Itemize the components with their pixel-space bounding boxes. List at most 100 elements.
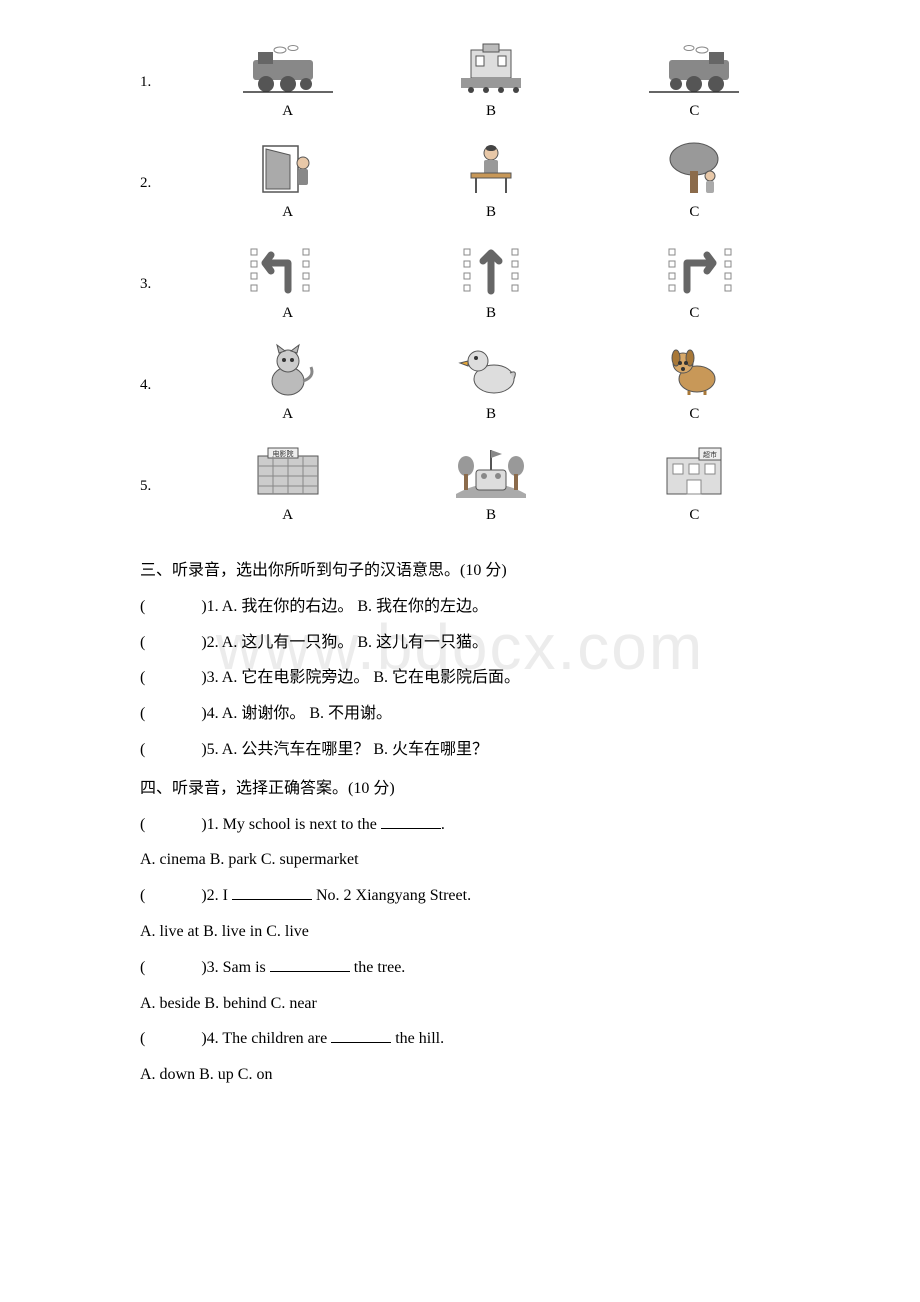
q-num: 2. [207,887,219,904]
q-num: 4. [207,705,219,722]
train-left-icon [238,40,338,96]
q-num: 1. [207,816,219,833]
option-label: C [689,199,699,226]
q-num: 3. [207,959,219,976]
cell-2a: A [202,141,373,226]
option-b: B. 不用谢。 [309,705,392,722]
q-num: 5. [207,741,219,758]
row-number: 1. [140,69,170,96]
option-label: B [486,401,496,428]
q4-2-options: A. live at B. live in C. live [140,918,780,947]
cell-1a: A [202,40,373,125]
stem-pre: Sam is [223,959,270,976]
option-a: A. 这儿有一只狗。 [222,634,354,651]
row-number: 4. [140,372,170,399]
cell-2b: B [405,141,576,226]
svg-text:超市: 超市 [703,450,717,459]
option-a: A. 公共汽车在哪里？ [222,741,370,758]
q4-3-stem: ()3. Sam is the tree. [140,954,780,983]
paren-open: ( [140,669,145,686]
train-station-icon [441,40,541,96]
boy-desk-icon [441,141,541,197]
option-a: A. 它在电影院旁边。 [222,669,370,686]
arrow-right-icon [644,242,744,298]
train-right-icon [644,40,744,96]
image-choice-grid: 1. A [140,40,780,529]
cell-1b: B [405,40,576,125]
option-label: C [689,98,699,125]
fill-blank[interactable] [331,1027,391,1043]
boy-tree-icon [644,141,744,197]
option-label: C [689,300,699,327]
arrow-up-icon [441,242,541,298]
option-b: B. 它在电影院后面。 [373,669,520,686]
boy-door-icon [238,141,338,197]
q4-1-stem: ()1. My school is next to the . [140,811,780,840]
q4-2-stem: ()2. I No. 2 Xiangyang Street. [140,882,780,911]
page-content: 1. A [140,40,780,1090]
cell-1c: C [609,40,780,125]
option-label: B [486,98,496,125]
cell-5c: 超市 C [609,444,780,529]
option-a: A. 谢谢你。 [222,705,306,722]
stem-pre: The children are [222,1030,331,1047]
option-label: A [282,401,293,428]
cell-5a: 电影院 A [202,444,373,529]
cell-4a: A [202,343,373,428]
option-b: B. 我在你的左边。 [357,598,488,615]
q3-5: ()5. A. 公共汽车在哪里？ B. 火车在哪里？ [140,736,780,765]
q-num: 1. [207,598,219,615]
option-label: A [282,300,293,327]
stem-pre: My school is next to the [223,816,381,833]
fill-blank[interactable] [381,813,441,829]
svg-text:电影院: 电影院 [272,449,293,458]
q3-1: ()1. A. 我在你的右边。 B. 我在你的左边。 [140,593,780,622]
section-3-title: 三、听录音，选出你所听到句子的汉语意思。(10 分) [140,557,780,586]
arrow-left-icon [238,242,338,298]
q4-4-stem: ()4. The children are the hill. [140,1025,780,1054]
q3-2: ()2. A. 这儿有一只狗。 B. 这儿有一只猫。 [140,629,780,658]
park-icon [441,444,541,500]
cell-3b: B [405,242,576,327]
option-label: A [282,502,293,529]
option-b: B. 火车在哪里？ [373,741,488,758]
cell-4c: C [609,343,780,428]
cinema-icon: 电影院 [238,444,338,500]
option-label: A [282,98,293,125]
q4-4-options: A. down B. up C. on [140,1061,780,1090]
paren-open: ( [140,1030,145,1047]
stem-post: the hill. [391,1030,444,1047]
option-b: B. 这儿有一只猫。 [357,634,488,651]
stem-pre: I [223,887,232,904]
row-number: 3. [140,271,170,298]
fill-blank[interactable] [232,884,312,900]
q-num: 4. [207,1030,219,1047]
section-4-title: 四、听录音，选择正确答案。(10 分) [140,775,780,804]
cat-icon [238,343,338,399]
paren-open: ( [140,887,145,904]
stem-post: . [441,816,445,833]
q-num: 3. [207,669,219,686]
q3-3: ()3. A. 它在电影院旁边。 B. 它在电影院后面。 [140,664,780,693]
cell-5b: B [405,444,576,529]
paren-open: ( [140,705,145,722]
duck-icon [441,343,541,399]
q3-4: ()4. A. 谢谢你。 B. 不用谢。 [140,700,780,729]
cell-4b: B [405,343,576,428]
row-number: 5. [140,473,170,500]
stem-post: No. 2 Xiangyang Street. [312,887,471,904]
fill-blank[interactable] [270,956,350,972]
dog-icon [644,343,744,399]
q-num: 2. [207,634,219,651]
option-a: A. 我在你的右边。 [222,598,354,615]
row-number: 2. [140,170,170,197]
cell-2c: C [609,141,780,226]
paren-open: ( [140,598,145,615]
stem-post: the tree. [350,959,406,976]
paren-open: ( [140,959,145,976]
supermarket-icon: 超市 [644,444,744,500]
cell-3a: A [202,242,373,327]
option-label: C [689,401,699,428]
option-label: A [282,199,293,226]
q4-1-options: A. cinema B. park C. supermarket [140,846,780,875]
